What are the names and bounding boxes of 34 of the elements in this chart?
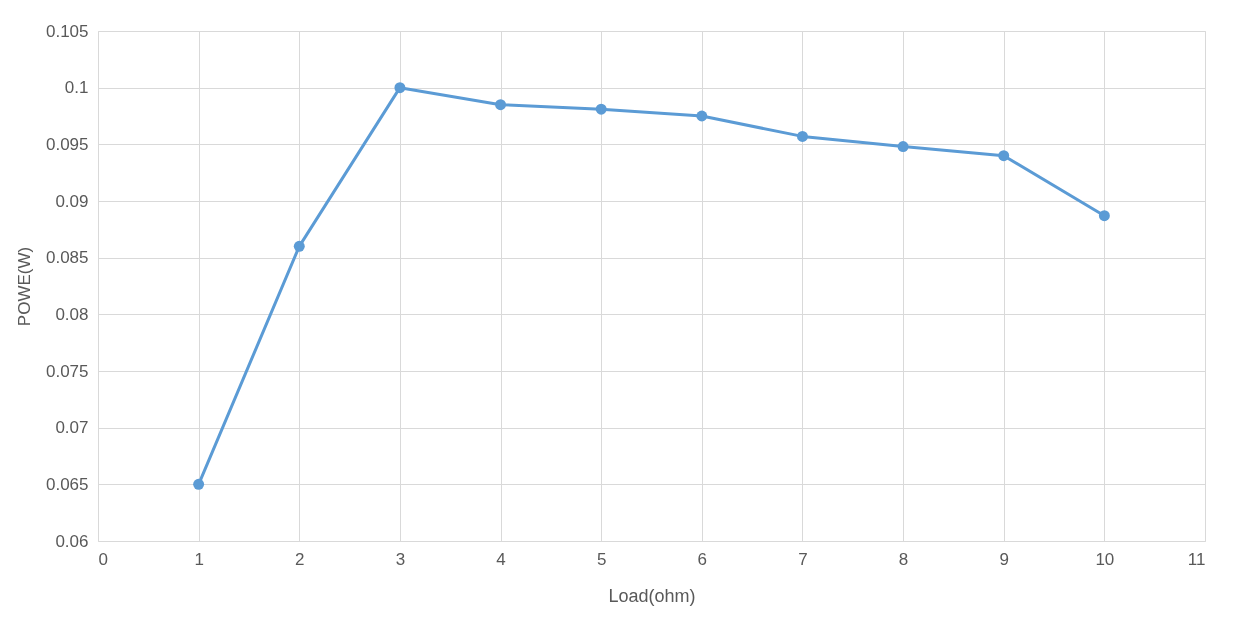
y-tick-label: 0.07 [55,418,89,438]
y-tick-label: 0.08 [55,304,89,324]
y-tick-label: 0.095 [45,134,89,154]
y-tick-label: 0.065 [45,474,89,494]
x-tick-label: 0 [98,549,108,569]
point [897,141,909,153]
point [495,99,507,111]
x-tick-label: 6 [697,549,708,569]
y-tick-label: 0.105 [45,21,89,41]
y-tick-label: 0.09 [55,191,89,211]
y-tick-label: 0.1 [64,78,89,98]
point [193,478,205,490]
x-tick-label: 2 [295,549,305,569]
x-tick-label: 7 [798,549,808,569]
x-tick-label: 8 [898,549,909,569]
x-axis-title: Load(ohm) [608,585,696,606]
point [293,240,305,252]
x-tick-label: 3 [395,549,406,569]
point [998,150,1010,162]
x-tick-label: 10 [1095,549,1115,569]
x-tick-label: 11 [1187,549,1206,569]
x-tick-label: 5 [596,549,607,569]
point [796,130,808,142]
point [595,103,607,115]
x-tick-label: 4 [496,549,506,569]
y-tick-label: 0.06 [55,531,89,551]
y-tick-label: 0.085 [45,248,89,268]
x-tick-label: 9 [999,549,1009,569]
y-axis-title: POWE(W) [14,246,34,327]
point [1098,210,1110,222]
x-tick-label: 1 [194,549,204,569]
y-tick-label: 0.075 [45,361,89,381]
point [696,110,708,122]
point [394,82,406,94]
